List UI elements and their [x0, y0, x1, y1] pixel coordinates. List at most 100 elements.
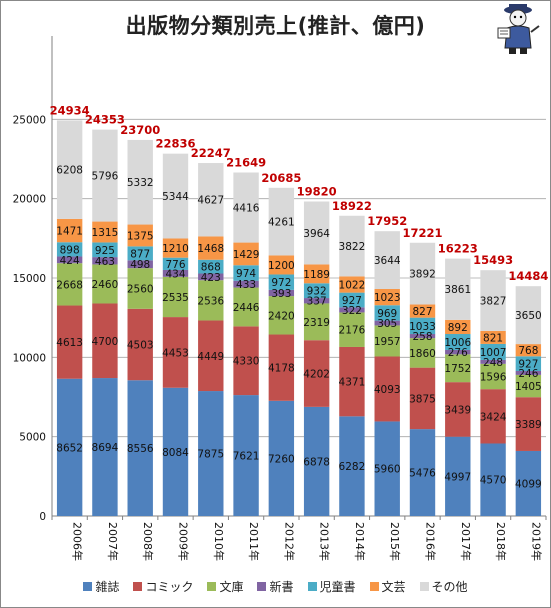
legend-label: 文芸 [381, 580, 406, 594]
legend-item: 文庫 [207, 578, 243, 595]
bar-segment [515, 344, 542, 357]
bars [56, 120, 542, 516]
total-value-label: 17952 [367, 214, 407, 228]
bar-segment [480, 363, 506, 390]
segment-value-label: 5344 [162, 191, 189, 203]
segment-value-label: 1375 [127, 230, 154, 242]
bar-segment [409, 242, 436, 305]
bar-segment [56, 305, 83, 379]
segment-value-label: 5796 [92, 171, 119, 183]
bar-segment [56, 242, 83, 257]
bar-segment [409, 304, 436, 318]
segment-value-label: 2176 [339, 325, 366, 337]
bar-segment [409, 334, 436, 339]
bar-segment [268, 187, 295, 256]
segment-value-label: 322 [342, 305, 362, 317]
legend-item: 文芸 [369, 578, 406, 595]
segment-value-label: 1429 [233, 249, 260, 261]
bar-segment [233, 265, 259, 281]
segment-value-label: 4453 [162, 347, 189, 359]
segment-value-label: 1315 [92, 227, 119, 239]
legend-label: 文庫 [219, 580, 244, 594]
x-tick-label: 2018年 [494, 522, 508, 561]
segment-value-label: 434 [165, 268, 185, 280]
bar-segment [127, 268, 153, 309]
segment-value-label: 2560 [127, 283, 154, 295]
bar-segment [515, 374, 542, 398]
bar-segment [339, 416, 365, 516]
segment-value-label: 4700 [92, 336, 119, 348]
segment-value-label: 1405 [515, 381, 542, 393]
total-value-label: 22836 [155, 137, 195, 151]
bar-segment [127, 139, 153, 225]
bar-segment [233, 242, 259, 266]
segment-value-label: 7621 [233, 451, 260, 463]
segment-value-label: 2535 [162, 292, 189, 304]
segment-value-label: 4570 [480, 475, 507, 487]
segment-value-label: 927 [518, 359, 538, 371]
bar-segment [339, 215, 365, 277]
segment-value-label: 4093 [374, 384, 401, 396]
bar-segment [374, 356, 400, 422]
segment-value-label: 1200 [268, 260, 295, 272]
bar-segment [445, 382, 471, 437]
segment-value-label: 5960 [374, 464, 401, 476]
segment-value-label: 974 [236, 268, 256, 280]
x-tick-label: 2007年 [106, 522, 120, 561]
segment-value-label: 892 [448, 322, 468, 334]
legend-item: コミック [133, 578, 193, 595]
total-value-label: 16223 [438, 242, 478, 256]
segment-value-label: 305 [377, 318, 397, 330]
total-value-label: 20685 [261, 171, 301, 185]
bar-segment [445, 319, 471, 335]
segment-value-label: 248 [483, 357, 503, 369]
bar-segment [374, 421, 400, 516]
y-tick-label: 5000 [19, 432, 46, 444]
legend-label: その他 [431, 580, 468, 594]
x-tick-label: 2013年 [318, 522, 332, 561]
bar-segment [374, 288, 400, 306]
segment-value-label: 3822 [339, 241, 366, 253]
bar-segment [198, 259, 224, 274]
y-tick-label: 15000 [13, 273, 46, 285]
bar-segment [198, 280, 224, 321]
bar-segment [92, 264, 118, 304]
segment-value-label: 925 [95, 245, 115, 257]
total-value-label: 15493 [473, 253, 513, 267]
chart-title: 出版物分類別売上(推計、億円) [125, 14, 426, 38]
segment-value-label: 463 [95, 256, 115, 268]
segment-value-label: 768 [518, 345, 538, 357]
bar-segment [268, 255, 295, 275]
x-tick-label: 2012年 [282, 522, 296, 561]
segment-value-label: 4261 [268, 217, 295, 229]
bar-segment [198, 163, 224, 237]
bar-segment [233, 280, 259, 288]
bar-segment [480, 443, 506, 516]
segment-value-label: 5332 [127, 177, 154, 189]
total-value-label: 24353 [85, 113, 125, 127]
bar-segment [409, 367, 436, 430]
segment-value-label: 1957 [374, 336, 401, 348]
legend-label: 新書 [269, 580, 294, 594]
segment-value-label: 4627 [197, 195, 224, 207]
legend-label: 児童書 [319, 580, 356, 594]
mascot-icon [497, 4, 540, 54]
bar-segment [56, 218, 83, 243]
x-tick-label: 2015年 [388, 522, 402, 561]
bar-segment [233, 326, 259, 396]
bar-segment [162, 269, 189, 277]
segment-value-label: 8652 [56, 442, 83, 454]
total-value-label: 19820 [297, 185, 337, 199]
total-value-label: 18922 [332, 199, 372, 213]
total-value-label: 17221 [402, 226, 442, 240]
segment-value-label: 4613 [56, 337, 83, 349]
bar-segment [480, 330, 506, 344]
bar-segment [92, 303, 118, 379]
bar-segment [445, 354, 471, 383]
segment-value-label: 927 [342, 295, 362, 307]
bar-segment [445, 436, 471, 516]
bar-segment [198, 320, 224, 392]
segment-value-label: 3964 [303, 228, 330, 240]
segment-value-label: 8084 [162, 447, 189, 459]
legend-item: 雑誌 [83, 578, 119, 595]
